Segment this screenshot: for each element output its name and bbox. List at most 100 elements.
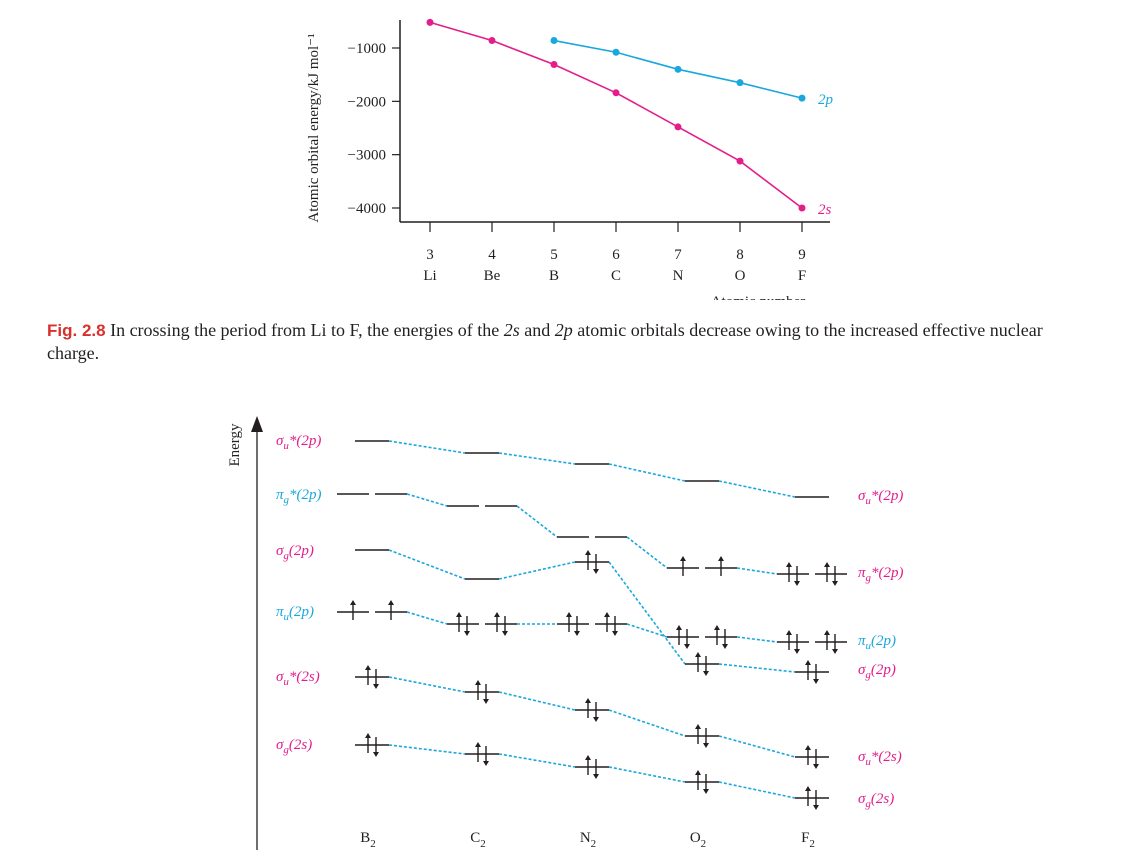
y-tick-label: −2000 bbox=[348, 94, 386, 110]
molecule-label-F: F2 bbox=[801, 830, 815, 850]
data-point-2p bbox=[674, 65, 682, 73]
molecule-label-C: C2 bbox=[470, 830, 486, 850]
caption-text-3: atomic orbitals decrease owing to the in… bbox=[47, 320, 1043, 363]
electron-up-head bbox=[824, 562, 830, 567]
series-label-2p: 2p bbox=[818, 92, 834, 108]
y-tick-label: −4000 bbox=[348, 201, 386, 217]
electron-up-head bbox=[475, 742, 481, 747]
data-point-2s bbox=[612, 89, 620, 97]
x-tick-label: 6 bbox=[612, 247, 620, 263]
electron-down-head bbox=[593, 717, 599, 722]
caption-2p: 2p bbox=[554, 320, 573, 340]
electron-up-head bbox=[604, 612, 610, 617]
electron-down-head bbox=[703, 789, 709, 794]
figure-caption: Fig. 2.8 In crossing the period from Li … bbox=[47, 319, 1067, 364]
data-point-2p bbox=[612, 48, 620, 56]
x-tick-label: 8 bbox=[736, 247, 744, 263]
electron-up-head bbox=[805, 786, 811, 791]
electron-down-head bbox=[593, 774, 599, 779]
electron-down-head bbox=[703, 671, 709, 676]
correlation-line bbox=[498, 753, 576, 768]
electron-down-head bbox=[464, 631, 470, 636]
data-point-2s bbox=[426, 18, 434, 26]
x-element-label: C bbox=[611, 268, 621, 284]
left-orbital-label: σg(2s) bbox=[276, 737, 312, 756]
electron-up-head bbox=[824, 630, 830, 635]
correlation-line bbox=[406, 611, 448, 625]
data-point-2s bbox=[550, 61, 558, 69]
electron-up-head bbox=[456, 612, 462, 617]
right-orbital-label: σu*(2s) bbox=[858, 749, 902, 768]
correlation-line bbox=[498, 452, 576, 465]
electron-up-head bbox=[695, 652, 701, 657]
electron-down-head bbox=[813, 679, 819, 684]
y-axis-label: Atomic orbital energy/kJ mol⁻¹ bbox=[306, 33, 322, 222]
correlation-line bbox=[718, 480, 796, 498]
correlation-line bbox=[736, 567, 778, 575]
x-tick-label: 7 bbox=[674, 247, 682, 263]
electron-down-head bbox=[574, 631, 580, 636]
correlation-line bbox=[608, 766, 686, 783]
electron-down-head bbox=[483, 761, 489, 766]
right-orbital-label: πu(2p) bbox=[858, 633, 896, 652]
molecule-subscript: 2 bbox=[370, 838, 376, 850]
electron-down-head bbox=[722, 644, 728, 649]
data-point-2s bbox=[798, 204, 806, 212]
electron-down-head bbox=[832, 581, 838, 586]
right-orbital-label: σu*(2p) bbox=[858, 488, 903, 507]
left-orbital-label: σu*(2p) bbox=[276, 433, 321, 452]
electron-up-head bbox=[676, 625, 682, 630]
electron-up-head bbox=[585, 755, 591, 760]
data-point-2p bbox=[736, 79, 744, 87]
energy-axis-arrow bbox=[251, 416, 263, 432]
correlation-line bbox=[718, 663, 796, 673]
y-tick-label: −3000 bbox=[348, 148, 386, 164]
correlation-line bbox=[626, 623, 668, 638]
molecule-subscript: 2 bbox=[701, 838, 707, 850]
correlation-line bbox=[626, 536, 668, 569]
correlation-line bbox=[498, 561, 576, 580]
correlation-line bbox=[608, 463, 686, 482]
series-label-2s: 2s bbox=[818, 202, 832, 218]
right-orbital-label: πg*(2p) bbox=[858, 565, 904, 584]
electron-down-head bbox=[813, 805, 819, 810]
electron-up-head bbox=[695, 770, 701, 775]
electron-up-head bbox=[566, 612, 572, 617]
data-point-2p bbox=[550, 37, 558, 45]
mo-energy-diagram: Energy B2 C2 N2 O2 F2 σu*(2p) πg*(2p) σg(2p) πu(2… bbox=[227, 416, 904, 850]
electron-down-head bbox=[703, 743, 709, 748]
electron-up-head bbox=[786, 562, 792, 567]
left-orbital-label: πg*(2p) bbox=[276, 487, 322, 506]
electron-up-head bbox=[805, 660, 811, 665]
electron-up-head bbox=[475, 680, 481, 685]
correlation-line bbox=[388, 549, 466, 580]
x-axis-label: Atomic number bbox=[711, 294, 806, 300]
electron-up-head bbox=[365, 665, 371, 670]
right-orbital-label: σg(2s) bbox=[858, 791, 894, 810]
correlation-line bbox=[718, 781, 796, 799]
electron-down-head bbox=[794, 649, 800, 654]
figure-label: Fig. 2.8 bbox=[47, 321, 106, 340]
x-element-label: N bbox=[673, 268, 684, 284]
x-element-label: F bbox=[798, 268, 806, 284]
electron-up-head bbox=[494, 612, 500, 617]
x-tick-label: 3 bbox=[426, 247, 434, 263]
caption-2s: 2s bbox=[503, 320, 520, 340]
electron-down-head bbox=[612, 631, 618, 636]
electron-up-head bbox=[695, 724, 701, 729]
molecule-label-N: N2 bbox=[580, 830, 596, 850]
correlation-line bbox=[406, 493, 448, 507]
caption-text-2: and bbox=[519, 320, 555, 340]
electron-down-head bbox=[684, 644, 690, 649]
electron-up-head bbox=[585, 698, 591, 703]
correlation-line bbox=[388, 440, 466, 454]
electron-up-head bbox=[388, 600, 394, 605]
x-element-label: Li bbox=[423, 268, 436, 284]
electron-down-head bbox=[502, 631, 508, 636]
data-point-2s bbox=[736, 157, 744, 165]
electron-up-head bbox=[365, 733, 371, 738]
electron-down-head bbox=[373, 752, 379, 757]
electron-down-head bbox=[483, 699, 489, 704]
molecule-subscript: 2 bbox=[591, 838, 597, 850]
caption-text-1: In crossing the period from Li to F, the… bbox=[105, 320, 504, 340]
